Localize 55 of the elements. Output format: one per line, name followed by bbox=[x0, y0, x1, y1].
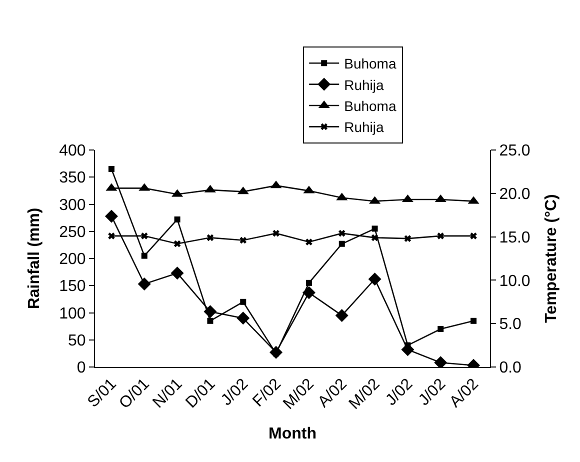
point bbox=[272, 230, 280, 237]
point bbox=[174, 240, 181, 248]
y2-tick-label: 10.0 bbox=[499, 272, 530, 290]
y-tick-label: 0 bbox=[76, 360, 86, 377]
y2-axis-title: Temperature (°C) bbox=[543, 194, 560, 323]
x-tick-label: S/01 bbox=[84, 376, 120, 411]
point bbox=[207, 318, 214, 324]
y2-tick-label: 25.0 bbox=[499, 142, 530, 160]
point bbox=[236, 312, 250, 325]
y-axis-title: Rainfall (mm) bbox=[26, 208, 43, 310]
point bbox=[368, 272, 382, 286]
y-tick-label: 350 bbox=[59, 170, 86, 187]
point bbox=[240, 298, 246, 305]
point bbox=[141, 252, 148, 259]
y2-tick-label: 5.0 bbox=[499, 316, 522, 334]
x-axis-title: Month bbox=[268, 426, 316, 443]
point bbox=[437, 232, 444, 240]
y2-tick-label: 20.0 bbox=[499, 186, 530, 203]
x-tick-label: J/02 bbox=[416, 376, 450, 410]
y-tick-label: 50 bbox=[68, 332, 86, 350]
y-tick-label: 150 bbox=[59, 278, 86, 296]
point bbox=[138, 278, 151, 290]
point bbox=[338, 230, 346, 237]
x-tick-label: J/02 bbox=[218, 376, 252, 410]
y-tick-label: 400 bbox=[59, 142, 86, 160]
point bbox=[108, 166, 114, 172]
point bbox=[170, 266, 184, 280]
y-tick-label: 100 bbox=[59, 305, 86, 322]
point bbox=[438, 326, 444, 332]
point bbox=[174, 216, 180, 222]
y-tick-label: 300 bbox=[59, 196, 86, 214]
point bbox=[371, 234, 378, 242]
legend-label: Ruhija bbox=[344, 119, 384, 136]
point bbox=[240, 236, 247, 244]
y-tick-label: 200 bbox=[59, 251, 86, 268]
point bbox=[140, 232, 148, 240]
point bbox=[470, 318, 477, 324]
point bbox=[302, 286, 316, 300]
point bbox=[335, 308, 348, 322]
x-tick-label: J/02 bbox=[382, 376, 416, 410]
legend-label: Buhoma bbox=[344, 98, 396, 114]
y2-tick-label: 15.0 bbox=[499, 229, 530, 246]
point bbox=[104, 210, 118, 223]
point bbox=[108, 232, 115, 240]
point bbox=[306, 238, 312, 246]
point bbox=[470, 232, 477, 240]
y2-tick-label: 0.0 bbox=[499, 360, 522, 377]
y-tick-label: 250 bbox=[59, 224, 86, 241]
point bbox=[372, 226, 378, 232]
point bbox=[206, 234, 214, 242]
point bbox=[404, 235, 412, 242]
point bbox=[306, 280, 312, 286]
legend-label: Ruhija bbox=[344, 76, 384, 93]
point bbox=[338, 240, 345, 247]
legend-label: Buhoma bbox=[344, 56, 396, 72]
